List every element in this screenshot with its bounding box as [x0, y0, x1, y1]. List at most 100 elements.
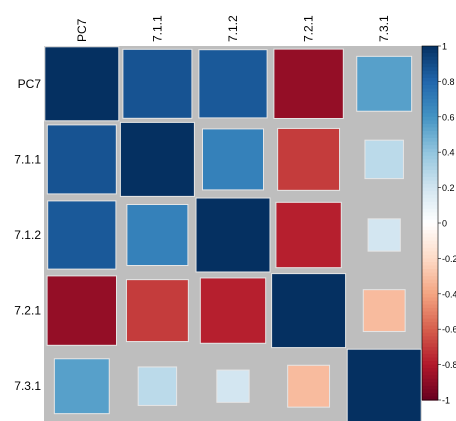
colorbar-segment [422, 194, 438, 199]
colorbar-segment [422, 307, 438, 313]
colorbar-tick-label: -1 [442, 396, 450, 406]
row-label: 7.1.2 [14, 228, 41, 242]
colorbar-segment [422, 258, 438, 263]
colorbar: 1 0.8 0.6 0.4 0.2 0 -0.2 -0.4 -0.6 -0.8 -1 [421, 42, 456, 406]
row-label: 7.2.1 [14, 304, 41, 318]
colorbar-segment [422, 336, 438, 341]
colorbar-segment [422, 215, 438, 221]
colorbar-segment [422, 368, 438, 373]
colorbar-segment [422, 84, 438, 90]
column-label: 7.1.1 [150, 15, 164, 42]
colorbar-segment [422, 116, 438, 121]
heatmap-cell-7.1.1-7.1.2 [201, 128, 265, 191]
colorbar-segment [422, 113, 438, 118]
row-label: PC7 [18, 77, 42, 91]
colorbar-segment [422, 205, 438, 210]
colorbar-segment [422, 361, 438, 366]
heatmap-cell-7.1.1-7.2.1 [277, 127, 341, 191]
heatmap-grid [44, 46, 422, 421]
colorbar-tick-label: 1 [442, 42, 447, 52]
colorbar-segment [422, 95, 438, 100]
colorbar-segment [422, 152, 438, 157]
colorbar-segment [422, 364, 438, 369]
colorbar-segment [422, 261, 438, 267]
colorbar-segment [422, 130, 438, 136]
colorbar-segment [422, 346, 438, 352]
colorbar-segment [422, 120, 438, 125]
colorbar-segment [422, 396, 438, 401]
heatmap-cell-7.3.1-7.3.1 [346, 348, 422, 421]
colorbar-segment [422, 300, 438, 306]
colorbar-segment [422, 293, 438, 298]
colorbar-segment [422, 173, 438, 178]
colorbar-segment [422, 279, 438, 284]
colorbar-segment [422, 272, 438, 277]
colorbar-segment [422, 67, 438, 72]
heatmap-cell-7.1.2-7.1.2 [195, 197, 271, 273]
colorbar-segment [422, 325, 438, 330]
row-label: 7.3.1 [14, 379, 41, 393]
colorbar-segment [422, 244, 438, 249]
heatmap-cell-7.3.1-7.1.2 [216, 369, 250, 403]
heatmap-cell-7.2.1-7.1.1 [125, 279, 189, 343]
heatmap-cell-PC7-7.1.1 [122, 48, 193, 119]
colorbar-tick-label: -0.6 [442, 325, 456, 335]
colorbar-segment [422, 88, 438, 93]
colorbar-segment [422, 265, 438, 270]
colorbar-segment [422, 389, 438, 394]
heatmap-cell-7.1.2-7.3.1 [367, 218, 401, 252]
colorbar-segment [422, 63, 438, 68]
colorbar-segment [422, 339, 438, 344]
colorbar-segment [422, 378, 438, 383]
colorbar-segment [422, 191, 438, 196]
colorbar-segment [422, 304, 438, 309]
row-labels: PC7 7.1.1 7.1.2 7.2.1 7.3.1 [14, 77, 41, 393]
heatmap-cell-7.3.1-7.2.1 [287, 364, 331, 408]
heatmap-cell-7.2.1-7.2.1 [271, 273, 347, 349]
column-label: 7.1.2 [226, 15, 240, 42]
colorbar-segment [422, 187, 438, 192]
colorbar-segment [422, 138, 438, 143]
colorbar-segment [422, 56, 438, 61]
colorbar-segment [422, 148, 438, 153]
colorbar-segment [422, 198, 438, 203]
column-label: PC7 [75, 18, 89, 42]
heatmap-cell-7.1.1-PC7 [46, 124, 117, 195]
heatmap-cell-7.2.1-PC7 [46, 275, 118, 346]
colorbar-segment [422, 53, 438, 58]
column-labels: PC7 7.1.1 7.1.2 7.2.1 7.3.1 [75, 15, 391, 42]
colorbar-tick-label: 0.4 [442, 148, 455, 158]
colorbar-segment [422, 102, 438, 107]
colorbar-segment [422, 106, 438, 111]
row-label: 7.1.1 [14, 152, 41, 166]
colorbar-segment [422, 251, 438, 256]
colorbar-tick-label: -0.2 [442, 254, 456, 264]
colorbar-segment [422, 92, 438, 97]
column-label: 7.2.1 [302, 15, 316, 42]
colorbar-segment [422, 269, 438, 274]
colorbar-segment [422, 283, 438, 288]
colorbar-segment [422, 318, 438, 323]
colorbar-segment [422, 49, 438, 54]
heatmap-cell-7.3.1-PC7 [53, 358, 110, 415]
colorbar-segment [422, 392, 438, 398]
colorbar-tick-label: 0.2 [442, 183, 455, 193]
colorbar-segment [422, 382, 438, 387]
heatmap-cell-7.1.2-7.2.1 [275, 201, 342, 269]
colorbar-segment [422, 311, 438, 316]
colorbar-segment [422, 276, 438, 281]
colorbar-segment [422, 290, 438, 295]
colorbar-segment [422, 329, 438, 334]
colorbar-segment [422, 81, 438, 86]
colorbar-segment [422, 371, 438, 376]
colorbar-tick-label: -0.8 [442, 360, 456, 370]
colorbar-segment [422, 77, 438, 82]
colorbar-segment [422, 109, 438, 114]
heatmap-cell-PC7-7.3.1 [356, 55, 413, 112]
colorbar-segment [422, 208, 438, 213]
colorbar-tick-label: 0 [442, 219, 447, 229]
heatmap-cell-7.2.1-7.1.2 [199, 277, 267, 344]
colorbar-segment [422, 247, 438, 252]
colorbar-segment [422, 141, 438, 146]
